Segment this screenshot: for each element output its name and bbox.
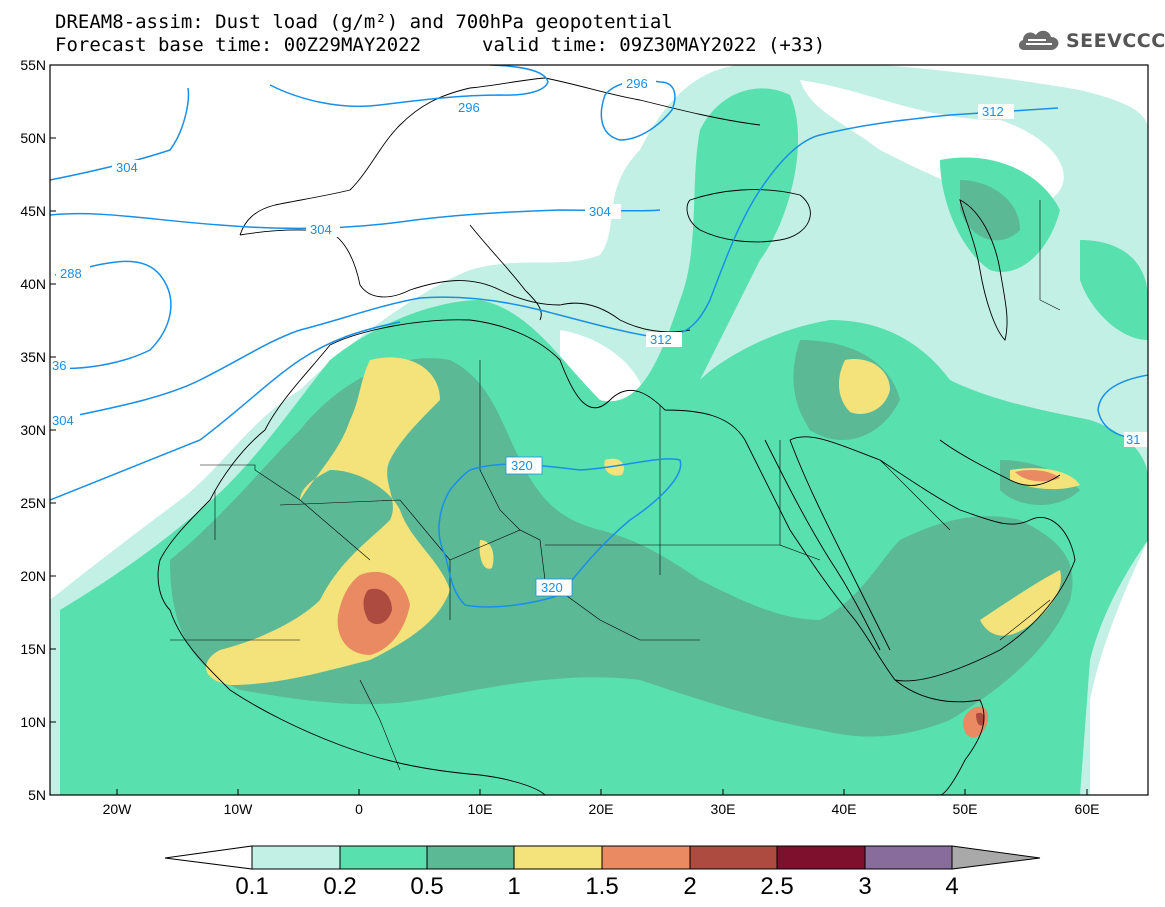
colorbar-extend-high <box>951 845 1041 870</box>
forecast-base-time: Forecast base time: 00Z29MAY2022 <box>55 34 422 56</box>
colorbar-label: 1 <box>507 873 520 900</box>
contour-labels: 296 296 312 304 304 304 288 312 36 304 3… <box>50 76 1148 597</box>
colorbar-label: 3 <box>858 873 871 900</box>
colorbar-label: 2.5 <box>760 873 793 900</box>
lon-label: 50E <box>953 801 978 817</box>
lat-label: 30N <box>20 422 46 438</box>
dust-shade-moderate <box>604 458 625 476</box>
colorbar-extend-low <box>164 845 253 870</box>
lat-label: 40N <box>20 276 46 292</box>
lon-label: 10E <box>468 801 493 817</box>
lon-label: 10W <box>224 801 254 817</box>
dust-shade-moderate <box>479 540 494 569</box>
lat-label: 10N <box>20 714 46 730</box>
contour-label: 304 <box>589 204 611 219</box>
contour-label: 296 <box>458 100 480 115</box>
latitude-labels: 55N 50N 45N 40N 35N 30N 25N 20N 15N 10N … <box>20 57 46 803</box>
seevccc-logo: SEEVCCC <box>1016 26 1165 56</box>
country-borders <box>170 200 1061 771</box>
lon-label: 30E <box>711 801 736 817</box>
colorbar-label: 0.2 <box>323 873 356 900</box>
lon-label: 0 <box>355 801 363 817</box>
dust-shade-very-high <box>363 588 392 625</box>
dust-shade-moderate <box>980 570 1061 636</box>
colorbar-box <box>689 845 778 870</box>
contour-label: 312 <box>650 332 672 347</box>
lat-label: 15N <box>20 641 46 657</box>
contour-label: 320 <box>541 580 563 595</box>
longitude-labels: 20W 10W 0 10E 20E 30E 40E 50E 60E <box>103 801 1100 817</box>
lat-label: 50N <box>20 130 46 146</box>
colorbar-box <box>601 845 691 870</box>
colorbar-label: 2 <box>683 873 696 900</box>
colorbar-box <box>776 845 866 870</box>
cloud-icon <box>1016 26 1062 56</box>
lat-label: 35N <box>20 349 46 365</box>
colorbar-label: 0.1 <box>235 873 268 900</box>
dust-shade-medium-light <box>1080 240 1148 340</box>
contour-label: 31 <box>1126 432 1140 447</box>
lat-label: 45N <box>20 203 46 219</box>
lat-label: 25N <box>20 495 46 511</box>
valid-time: valid time: 09Z30MAY2022 (+33) <box>482 34 826 56</box>
colorbar-label: 0.5 <box>410 873 443 900</box>
contour-label: 36 <box>52 358 66 373</box>
colorbar-box <box>513 845 603 870</box>
colorbar-label: 1.5 <box>585 873 618 900</box>
lon-label: 60E <box>1075 801 1100 817</box>
dust-shade-medium <box>960 180 1020 241</box>
lon-label: 40E <box>832 801 857 817</box>
dust-shade-high <box>1015 470 1060 482</box>
logo-text: SEEVCCC <box>1066 30 1165 52</box>
colorbar-box <box>864 845 953 870</box>
colorbar-box <box>339 845 428 870</box>
chart-title: DREAM8-assim: Dust load (g/m²) and 700hP… <box>55 11 673 33</box>
contour-label: 288 <box>60 266 82 281</box>
colorbar-label: 4 <box>945 873 958 900</box>
dust-shade-moderate <box>838 359 890 414</box>
contour-label: 304 <box>116 160 138 175</box>
contour-label: 304 <box>52 413 74 428</box>
lat-label: 20N <box>20 568 46 584</box>
dust-shade-very-high <box>976 712 985 726</box>
contour-label: 312 <box>982 104 1004 119</box>
dust-shade-light <box>1090 700 1148 795</box>
lon-label: 20W <box>103 801 133 817</box>
lat-label: 55N <box>20 57 46 73</box>
contour-label: 304 <box>310 222 332 237</box>
lon-label: 20E <box>589 801 614 817</box>
axis-ticks <box>50 64 1088 796</box>
colorbar-box <box>251 845 341 870</box>
colorbar: 0.1 0.2 0.5 1 1.5 2 2.5 3 4 <box>164 845 1041 900</box>
contour-label: 296 <box>626 76 648 91</box>
lat-label: 5N <box>28 787 46 803</box>
contour-label: 320 <box>511 458 533 473</box>
colorbar-box <box>426 845 515 870</box>
